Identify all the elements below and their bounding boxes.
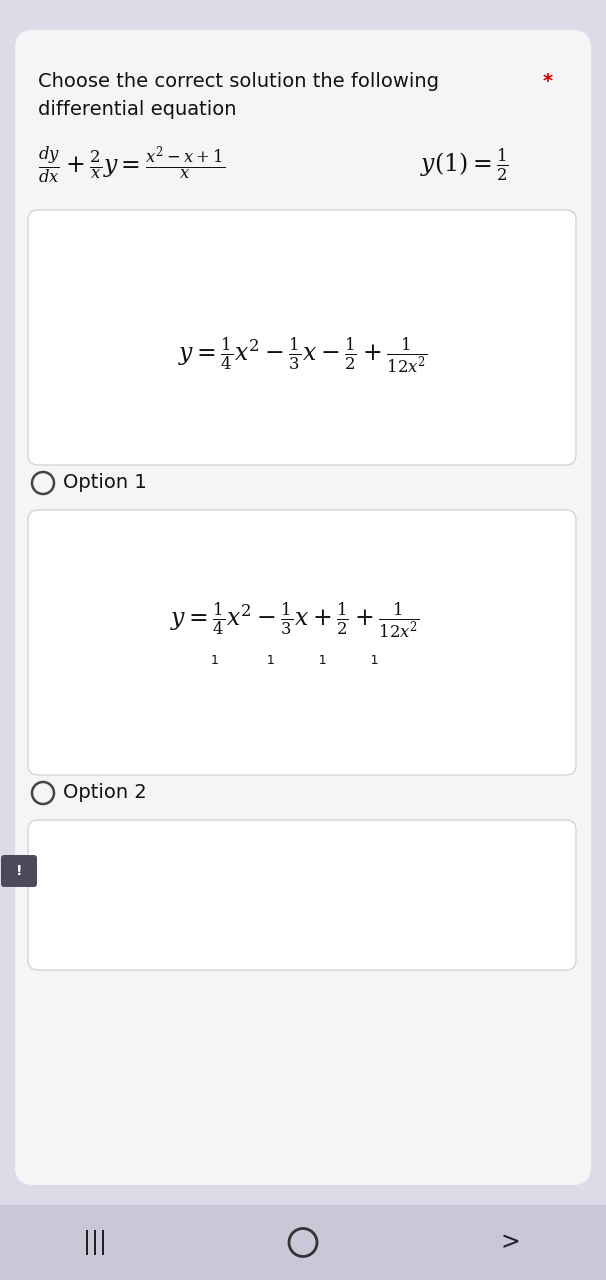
- Text: Option 2: Option 2: [63, 783, 147, 803]
- Text: *: *: [543, 72, 553, 91]
- Text: differential equation: differential equation: [38, 100, 236, 119]
- Text: |||: |||: [83, 1230, 107, 1254]
- FancyBboxPatch shape: [28, 820, 576, 970]
- Text: !: !: [16, 864, 22, 878]
- Text: >: >: [500, 1230, 520, 1254]
- FancyBboxPatch shape: [28, 210, 576, 465]
- FancyBboxPatch shape: [28, 509, 576, 774]
- Text: Choose the correct solution the following: Choose the correct solution the followin…: [38, 72, 439, 91]
- Text: $y = \frac{1}{4}x^2 - \frac{1}{3}x - \frac{1}{2} + \frac{1}{12x^2}$: $y = \frac{1}{4}x^2 - \frac{1}{3}x - \fr…: [178, 335, 428, 375]
- Text: $\frac{dy}{dx} + \frac{2}{x}y = \frac{x^2-x+1}{x}$: $\frac{dy}{dx} + \frac{2}{x}y = \frac{x^…: [38, 145, 225, 186]
- FancyBboxPatch shape: [1, 855, 37, 887]
- Text: $y(1) = \frac{1}{2}$: $y(1) = \frac{1}{2}$: [420, 146, 509, 184]
- Bar: [0, 1204, 606, 1280]
- Text: 1            1           1           1: 1 1 1 1: [211, 654, 379, 667]
- Text: $y = \frac{1}{4}x^2 - \frac{1}{3}x + \frac{1}{2} + \frac{1}{12x^2}$: $y = \frac{1}{4}x^2 - \frac{1}{3}x + \fr…: [170, 600, 420, 640]
- FancyBboxPatch shape: [15, 29, 591, 1185]
- Text: Option 1: Option 1: [63, 474, 147, 493]
